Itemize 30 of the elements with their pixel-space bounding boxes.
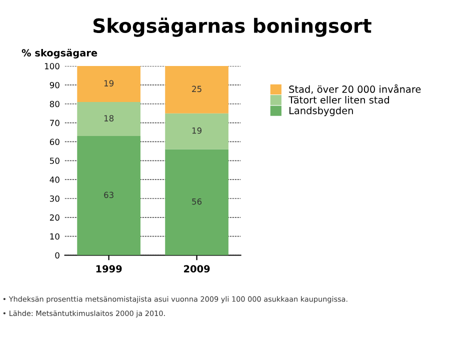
x-tick-label: 2009 — [184, 265, 210, 273]
y-tick-label: 80 — [50, 100, 60, 108]
y-tick-label: 90 — [50, 82, 60, 88]
data-label: 56 — [192, 198, 202, 205]
bar — [77, 66, 140, 102]
data-label: 25 — [192, 86, 202, 92]
y-tick-label: 10 — [50, 233, 60, 240]
y-tick-label: 0 — [55, 252, 60, 259]
x-tick-label: 1999 — [96, 265, 122, 273]
data-label: 19 — [192, 127, 202, 134]
legend-label: Landsbygden — [289, 106, 353, 116]
y-tick-label: 50 — [50, 158, 60, 164]
y-tick-label: 30 — [50, 195, 60, 202]
y-tick-label: 70 — [50, 120, 60, 126]
bar — [77, 136, 140, 256]
y-tick-label: 40 — [50, 176, 60, 183]
bar — [165, 149, 228, 256]
y-tick-label: 20 — [50, 214, 60, 221]
legend-label: Tätort eller liten stad — [288, 96, 389, 104]
data-label: 19 — [104, 80, 114, 86]
legend-label: Stad, över 20 000 invånare — [289, 84, 421, 94]
bar — [165, 66, 228, 114]
bar — [165, 113, 228, 150]
y-tick-label: 60 — [50, 138, 60, 146]
data-label: 18 — [104, 115, 114, 122]
y-tick-label: 100 — [44, 63, 60, 70]
bar — [77, 102, 140, 136]
data-label: 63 — [104, 192, 114, 198]
chart-title: Skogsägarnas boningsort — [94, 18, 372, 37]
y-axis-title: % skogsägare — [22, 48, 98, 58]
